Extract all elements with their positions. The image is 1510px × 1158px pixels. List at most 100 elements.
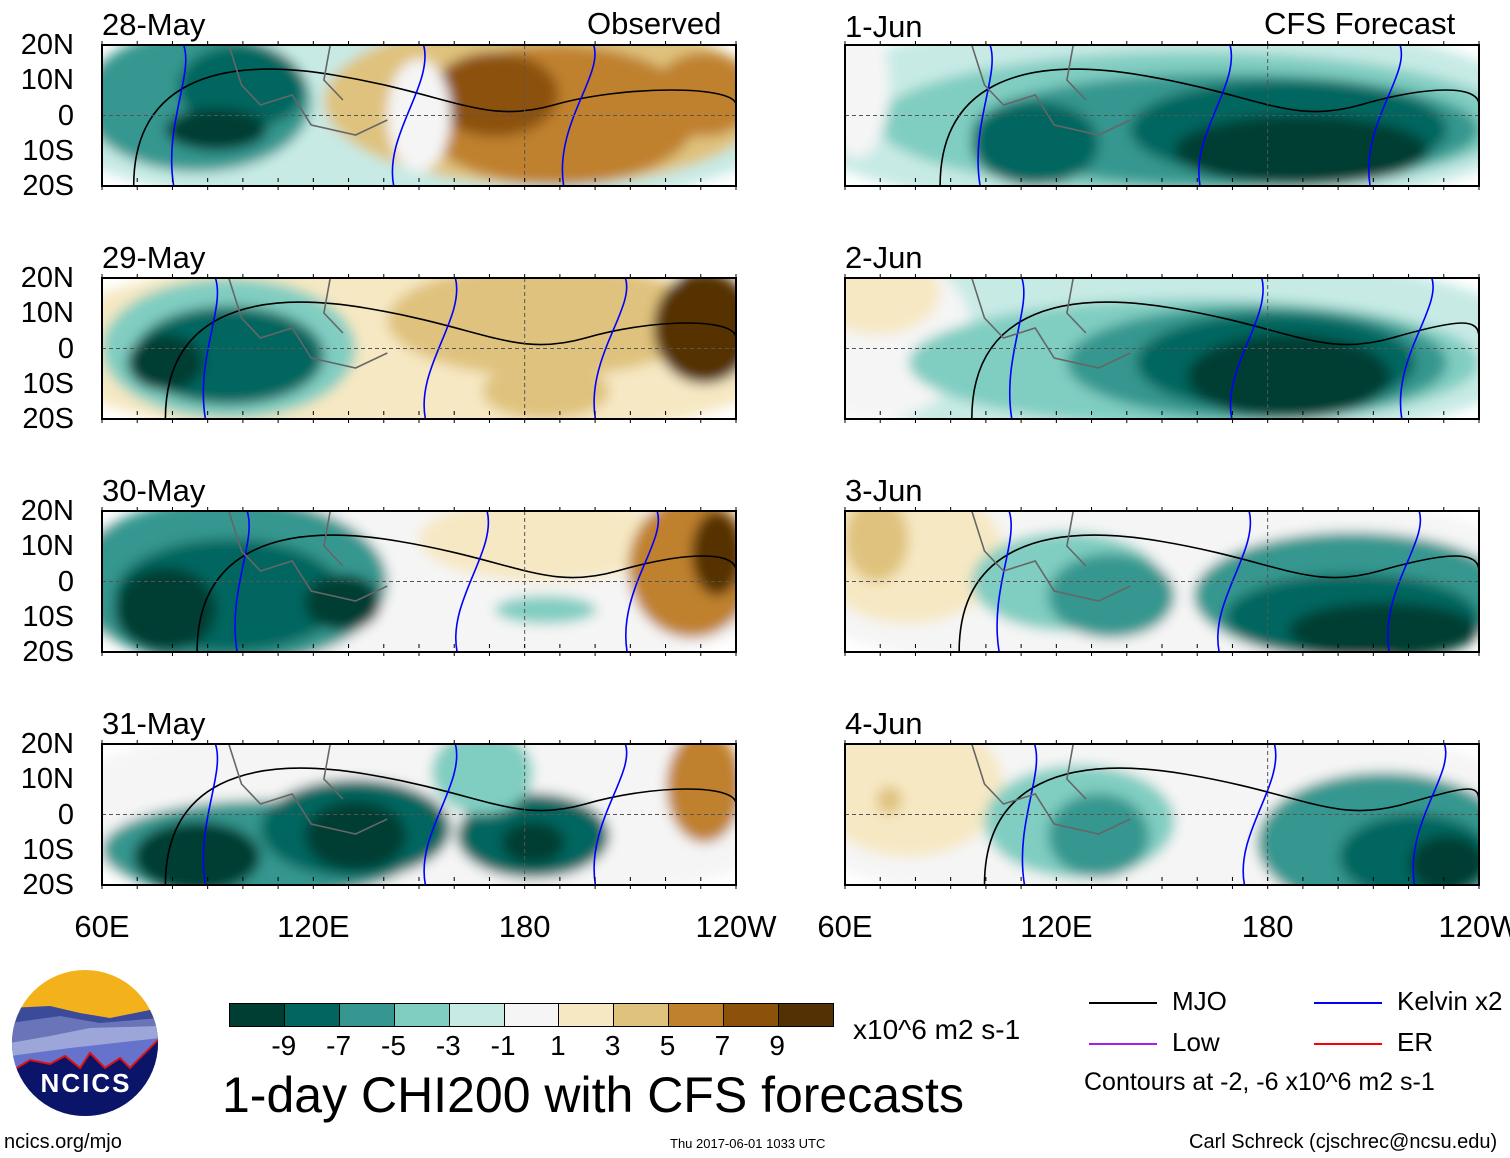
coastline xyxy=(971,278,1131,369)
chi-anomaly-region xyxy=(1288,602,1479,652)
kelvin-contour xyxy=(996,511,1012,652)
x-tick-label: 120W xyxy=(1438,909,1510,944)
chi-anomaly-region xyxy=(178,45,305,130)
x-tick-label: 120W xyxy=(695,909,777,944)
colorbar-swatch xyxy=(723,1004,779,1026)
y-tick-label: 10N xyxy=(20,530,74,563)
chi-anomaly-region xyxy=(666,744,736,843)
colorbar-tick-label: 7 xyxy=(714,1030,731,1061)
colorbar-swatch xyxy=(448,1004,504,1026)
chi-anomaly-region xyxy=(1187,334,1391,419)
chi-anomaly-region xyxy=(971,101,1099,186)
legend-label: Kelvin x2 xyxy=(1397,986,1503,1016)
y-tick-label: 20S xyxy=(22,636,74,668)
chi-anomaly-region xyxy=(165,108,267,151)
colorbar-swatch xyxy=(613,1004,669,1026)
colorbar-tick-label: 5 xyxy=(659,1030,676,1061)
colorbar-swatch xyxy=(668,1004,724,1026)
map-panel-31-May xyxy=(101,740,737,889)
x-tick-label: 180 xyxy=(1241,909,1294,944)
map-panel-1-Jun xyxy=(844,41,1480,190)
chi-anomaly-region xyxy=(127,334,204,391)
legend-line xyxy=(1089,1002,1157,1004)
chi-anomaly-region xyxy=(845,511,909,582)
colorbar-tick-label: -7 xyxy=(326,1030,352,1061)
chi-anomaly-region xyxy=(1047,793,1150,878)
panel-date-label: 3-Jun xyxy=(845,473,923,508)
kelvin-contour xyxy=(977,45,993,186)
x-tick-label: 120E xyxy=(277,909,350,944)
panel-date-label: 2-Jun xyxy=(845,240,923,275)
legend-line xyxy=(1089,1043,1157,1045)
chi-anomaly-region xyxy=(845,744,1004,857)
chi-anomaly-region xyxy=(501,821,565,864)
chi-anomaly-region xyxy=(304,574,381,631)
y-tick-label: 10N xyxy=(20,763,74,796)
kelvin-contour xyxy=(1217,511,1252,652)
chi-anomaly-region xyxy=(431,52,559,137)
y-tick-label: 0 xyxy=(57,565,74,598)
map-panel-4-Jun xyxy=(844,740,1480,889)
colorbar-tick-label: -5 xyxy=(381,1030,406,1061)
coastline xyxy=(971,744,1131,835)
y-tick-label: 20N xyxy=(20,29,74,61)
map-panel-3-Jun xyxy=(844,507,1480,656)
chi-anomaly-region xyxy=(387,278,705,377)
coastline xyxy=(323,278,344,334)
colorbar-swatch xyxy=(503,1004,559,1026)
colorbar-tick-label: -3 xyxy=(435,1030,461,1061)
map-panel-30-May xyxy=(101,507,737,656)
kelvin-contour xyxy=(391,45,426,186)
kelvin-contour xyxy=(423,744,458,885)
coastline xyxy=(323,511,344,567)
map-panel-2-Jun xyxy=(844,274,1480,423)
coastline xyxy=(1066,45,1087,101)
legend-line xyxy=(1314,1002,1382,1004)
coastline xyxy=(228,45,388,136)
chi-anomaly-region xyxy=(1174,115,1429,186)
colorbar-swatch xyxy=(283,1004,339,1026)
mjo-contour xyxy=(939,68,1479,186)
y-tick-label: 10N xyxy=(20,64,74,97)
y-tick-label: 20S xyxy=(22,869,74,901)
y-tick-label: 10S xyxy=(22,134,74,167)
chi-anomaly-region xyxy=(691,511,736,596)
chi-anomaly-region xyxy=(482,362,610,419)
y-tick-label: 0 xyxy=(57,99,74,132)
colorbar-swatch xyxy=(230,1004,284,1026)
chi-anomaly-region xyxy=(419,511,673,582)
chi-anomaly-region xyxy=(304,800,407,871)
colorbar xyxy=(229,1003,834,1027)
kelvin-contour xyxy=(234,511,250,652)
colorbar-tick-label: 3 xyxy=(604,1030,621,1061)
x-tick-label: 120E xyxy=(1020,909,1093,944)
x-tick-label: 60E xyxy=(74,909,130,944)
panel-date-label: 31-May xyxy=(102,706,206,741)
panel-date-label: 29-May xyxy=(102,240,206,275)
coastline xyxy=(1066,278,1087,334)
mjo-contour xyxy=(164,767,736,885)
kelvin-contour xyxy=(561,45,596,186)
legend-line xyxy=(1314,1043,1382,1045)
map-panel-28-May xyxy=(101,41,737,190)
kelvin-contour xyxy=(1368,45,1403,186)
panel-date-label: 30-May xyxy=(102,473,206,508)
panel-date-label: 1-Jun xyxy=(845,9,923,44)
colorbar-swatch xyxy=(558,1004,614,1026)
chi-anomaly-region xyxy=(653,52,736,137)
colorbar-tick-label: -9 xyxy=(271,1030,297,1061)
coastline xyxy=(323,45,344,101)
kelvin-contour xyxy=(202,278,219,419)
chi-anomaly-region xyxy=(133,821,261,885)
mjo-contour xyxy=(132,68,736,186)
kelvin-contour xyxy=(1387,511,1422,652)
observed-column-label: Observed xyxy=(587,6,722,41)
colorbar-tick-label: 1 xyxy=(550,1030,566,1061)
chi-anomaly-region xyxy=(495,595,597,624)
colorbar-tick-label: -1 xyxy=(490,1030,516,1061)
x-tick-label: 60E xyxy=(817,909,873,944)
website-link[interactable]: ncics.org/mjo xyxy=(4,1131,122,1153)
coastline xyxy=(228,278,388,369)
x-tick-label: 180 xyxy=(498,909,551,944)
